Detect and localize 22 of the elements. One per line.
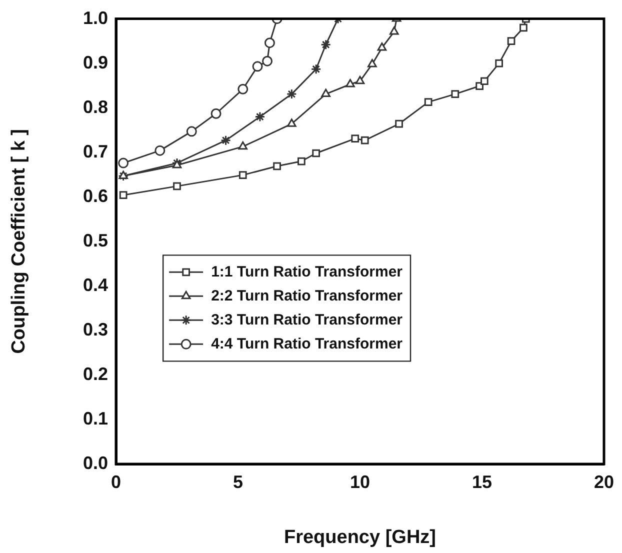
x-tick-label: 10 <box>350 472 370 492</box>
legend-label: 4:4 Turn Ratio Transformer <box>211 335 403 352</box>
y-axis-title: Coupling Coefficient [ k ] <box>8 128 30 354</box>
y-tick-label: 0.6 <box>82 186 108 206</box>
x-axis-title: Frequency [GHz] <box>284 526 436 548</box>
legend-label: 3:3 Turn Ratio Transformer <box>211 311 403 328</box>
x-tick-label: 20 <box>594 472 614 492</box>
y-tick-label: 0.8 <box>82 96 108 117</box>
x-tick-label: 0 <box>110 472 122 492</box>
y-tick-label: 0.3 <box>82 319 108 340</box>
y-tick-label: 0.1 <box>82 408 108 428</box>
y-tick-label: 1.0 <box>82 8 108 28</box>
y-tick-label: 0.2 <box>82 364 108 384</box>
y-tick-label: 0.7 <box>82 141 108 162</box>
legend-label: 1:1 Turn Ratio Transformer <box>211 263 403 280</box>
y-tick-label: 0.0 <box>82 452 108 473</box>
x-tick-label: 5 <box>232 472 244 492</box>
y-tick-label: 0.5 <box>82 230 108 250</box>
y-tick-label: 0.9 <box>82 52 108 72</box>
x-tick-label: 15 <box>472 472 492 492</box>
legend-label: 2:2 Turn Ratio Transformer <box>211 287 403 304</box>
y-tick-label: 0.4 <box>82 274 108 295</box>
